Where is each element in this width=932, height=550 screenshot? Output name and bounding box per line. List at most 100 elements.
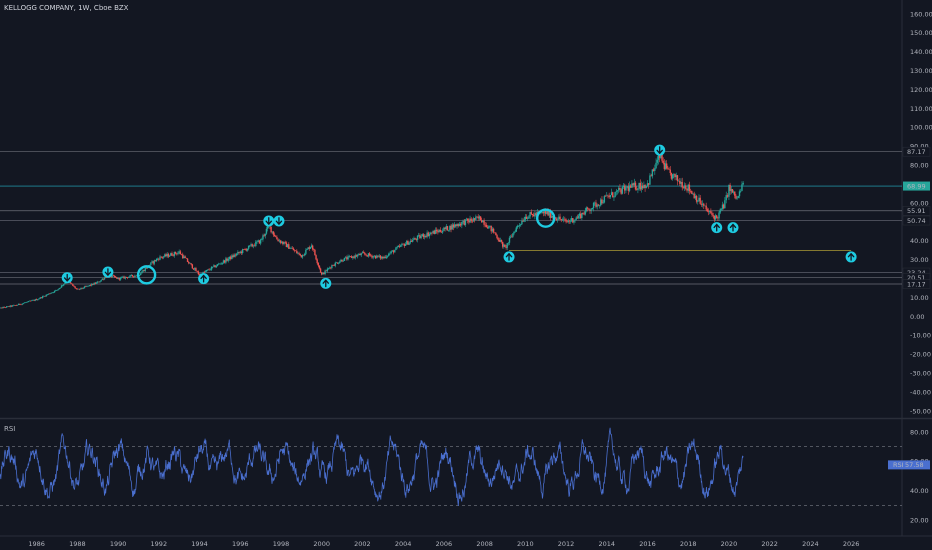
candle-body	[252, 245, 255, 247]
candle-body	[280, 241, 283, 243]
candle-body	[253, 245, 256, 247]
candle-body	[218, 263, 220, 265]
candle-body	[356, 254, 359, 257]
candle-body	[222, 260, 225, 263]
candle-body	[122, 276, 124, 278]
candle-body	[297, 253, 299, 254]
candle-body	[94, 282, 97, 284]
candle-body	[558, 216, 560, 220]
candle-body	[431, 232, 433, 234]
candle-body	[583, 213, 585, 215]
candle-body	[266, 225, 269, 229]
arrow-down-marker	[61, 272, 73, 284]
candle-body	[592, 202, 595, 208]
candle-body	[21, 303, 23, 305]
candle-body	[166, 253, 168, 257]
candle-body	[686, 188, 688, 191]
candle-body	[219, 263, 221, 265]
candle-body	[651, 169, 654, 177]
candle-body	[371, 255, 373, 258]
candle-body	[447, 230, 450, 231]
candle-body	[235, 253, 238, 256]
candle-body	[208, 269, 210, 270]
candle-body	[512, 233, 514, 237]
candle-body	[346, 257, 348, 260]
candle-body	[566, 221, 568, 223]
candle-body	[409, 240, 412, 243]
price-tick-label: 120.00	[910, 86, 932, 94]
candle-body	[568, 220, 571, 222]
candle-body	[570, 218, 573, 222]
candle-body	[401, 243, 403, 246]
candle-body	[306, 248, 308, 250]
candle-body	[103, 277, 106, 280]
candle-body	[73, 285, 75, 287]
candle-body	[685, 185, 687, 189]
candle-body	[450, 225, 452, 230]
candle-body	[691, 191, 693, 194]
candle-body	[288, 244, 290, 249]
candle-body	[530, 212, 533, 214]
candle-body	[522, 220, 524, 222]
price-tick-label: 150.00	[910, 29, 932, 37]
candle-body	[310, 245, 313, 247]
candle-body	[574, 219, 576, 221]
arrow-up-marker-glyph	[505, 253, 513, 261]
candle-body	[625, 187, 627, 191]
candle-body	[445, 226, 447, 229]
candle-body	[740, 190, 742, 192]
candle-body	[327, 268, 330, 269]
candle-body	[586, 207, 589, 209]
candle-body	[182, 254, 184, 259]
time-tick-label: 2014	[598, 540, 615, 548]
candle-body	[724, 200, 726, 209]
candle-body	[368, 253, 371, 256]
candle-body	[324, 270, 326, 275]
candle-body	[313, 249, 315, 250]
candle-body	[339, 261, 341, 263]
candle-body	[342, 260, 344, 262]
candle-body	[255, 241, 257, 246]
candle-body	[250, 244, 252, 246]
candle-body	[648, 183, 650, 185]
candle-body	[8, 306, 10, 307]
candle-body	[485, 224, 488, 228]
candle-body	[309, 246, 312, 249]
candle-body	[716, 215, 718, 218]
candle-body	[679, 180, 681, 184]
candle-body	[620, 189, 622, 194]
candle-body	[474, 218, 476, 220]
candle-body	[256, 241, 258, 243]
time-tick-label: 2000	[313, 540, 330, 548]
candle-body	[39, 297, 41, 299]
candle-body	[544, 210, 547, 214]
candle-body	[44, 295, 46, 297]
candle-body	[470, 218, 472, 221]
candle-body	[660, 153, 662, 158]
candle-body	[636, 189, 638, 191]
candle-body	[161, 257, 164, 258]
candle-body	[656, 159, 658, 163]
candle-body	[64, 282, 66, 285]
candle-body	[45, 294, 47, 297]
candle-body	[171, 253, 173, 256]
candle-body	[518, 224, 521, 226]
candle-body	[730, 189, 732, 191]
candle-body	[712, 215, 714, 216]
candle-body	[506, 243, 508, 248]
highlight-circle	[136, 265, 157, 285]
candle-body	[515, 227, 517, 232]
candle-body	[644, 184, 646, 188]
candle-body	[432, 230, 434, 233]
candle-body	[699, 197, 701, 204]
candle-body	[732, 191, 735, 193]
candles	[0, 149, 744, 309]
candle-body	[469, 218, 471, 223]
candle-body	[259, 239, 262, 244]
candle-body	[322, 272, 324, 275]
candle-body	[604, 196, 607, 197]
candle-body	[179, 251, 182, 255]
candle-body	[609, 195, 612, 198]
candle-body	[323, 272, 325, 275]
